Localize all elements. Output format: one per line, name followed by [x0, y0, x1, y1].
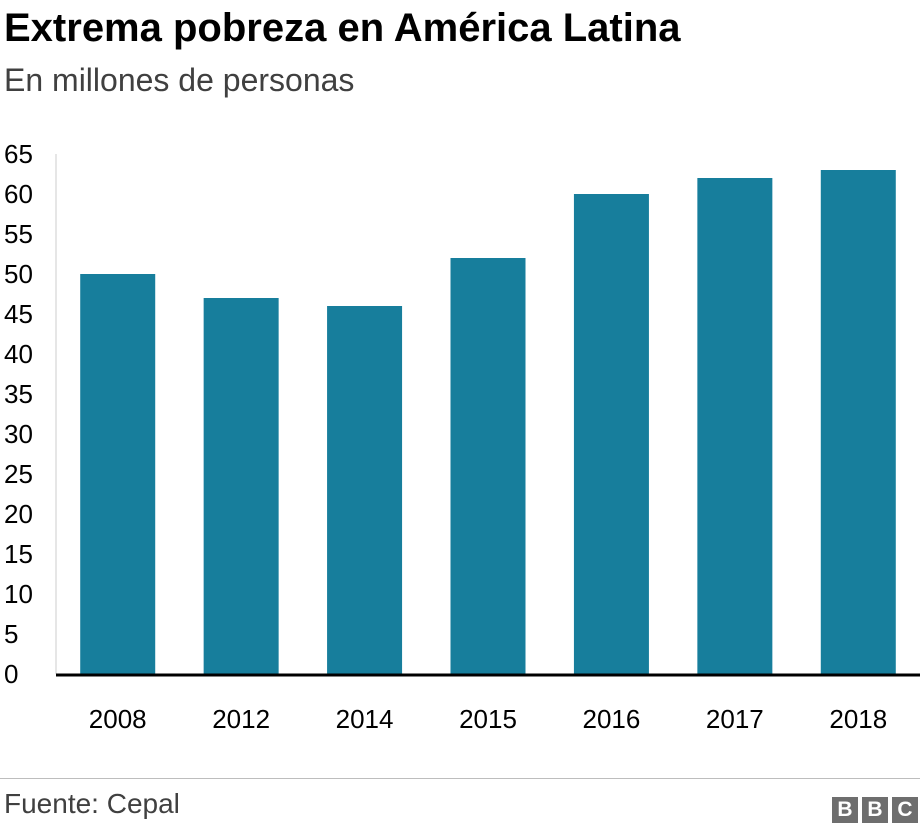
x-tick-label: 2014	[336, 704, 394, 734]
bar-2008	[80, 274, 156, 674]
bar-2018	[820, 170, 896, 674]
x-tick-label: 2016	[583, 704, 641, 734]
y-tick-label: 30	[4, 419, 33, 449]
x-tick-label: 2015	[459, 704, 517, 734]
x-tick-label: 2017	[706, 704, 764, 734]
y-tick-label: 45	[4, 299, 33, 329]
chart-subtitle: En millones de personas	[4, 62, 355, 98]
bars	[80, 170, 896, 674]
y-tick-label: 50	[4, 259, 33, 289]
footer-divider	[0, 778, 920, 779]
logo-letter: B	[862, 797, 888, 823]
y-tick-label: 35	[4, 379, 33, 409]
source-note: Fuente: Cepal	[4, 788, 180, 819]
y-tick-label: 0	[4, 659, 18, 689]
chart-title: Extrema pobreza en América Latina	[4, 6, 681, 50]
y-tick-label: 15	[4, 539, 33, 569]
y-tick-label: 5	[4, 619, 18, 649]
x-axis: 2008 2012 2014 2015 2016 2017 2018	[56, 673, 920, 734]
bar-2014	[327, 306, 403, 674]
y-tick-label: 10	[4, 579, 33, 609]
bbc-logo: B B C	[832, 797, 918, 823]
x-tick-label: 2018	[829, 704, 887, 734]
y-tick-label: 20	[4, 499, 33, 529]
y-tick-label: 60	[4, 179, 33, 209]
bar-2016	[573, 194, 649, 674]
y-tick-label: 65	[4, 139, 33, 169]
x-tick-label: 2008	[89, 704, 147, 734]
logo-letter: C	[892, 797, 918, 823]
x-tick-label: 2012	[212, 704, 270, 734]
bar-2017	[697, 178, 773, 674]
bar-2012	[203, 298, 279, 674]
y-axis: 0 5 10 15 20 25 30 35 40 45 50 55 60 65	[4, 139, 57, 689]
y-tick-label: 40	[4, 339, 33, 369]
bar-2015	[450, 258, 526, 674]
y-tick-label: 55	[4, 219, 33, 249]
logo-letter: B	[832, 797, 858, 823]
y-tick-label: 25	[4, 459, 33, 489]
